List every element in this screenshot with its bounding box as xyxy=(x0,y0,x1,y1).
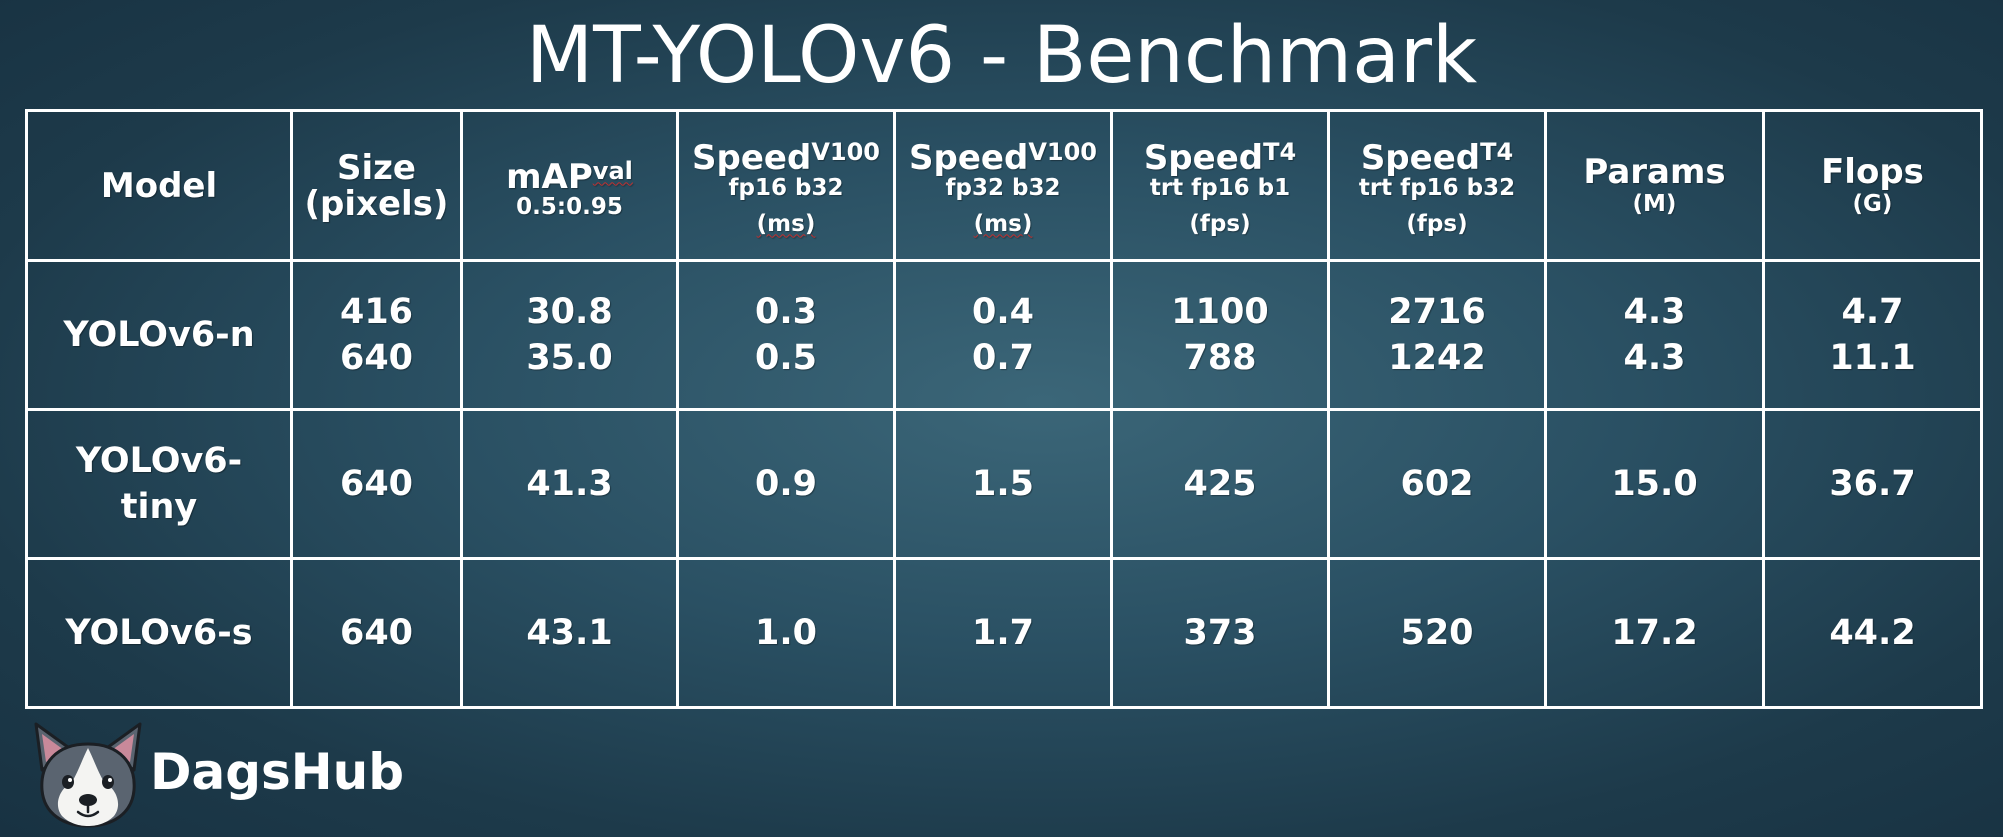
header-model: Model xyxy=(25,109,293,262)
table-cell: 373 xyxy=(1110,557,1330,709)
header-row: Model Size (pixels) mAPval 0.5:0.95 Spee… xyxy=(25,109,1983,262)
table-cell: 640 xyxy=(290,408,463,560)
header-speed-t4-b1: SpeedT4 trt fp16 b1 (fps) xyxy=(1110,109,1330,262)
table-cell: 416 640 xyxy=(290,259,463,411)
table-row: YOLOv6-s 640 43.1 1.0 1.7 373 520 17.2 4… xyxy=(25,557,1983,709)
table-row: YOLOv6- tiny 640 41.3 0.9 1.5 425 602 15.… xyxy=(25,408,1983,560)
table-cell: 1.5 xyxy=(893,408,1113,560)
table-cell: 520 xyxy=(1327,557,1547,709)
page-title: MT-YOLOv6 - Benchmark xyxy=(525,11,1478,101)
header-size: Size (pixels) xyxy=(290,109,463,262)
header-speed-t4-b32: SpeedT4 trt fp16 b32 (fps) xyxy=(1327,109,1547,262)
table-cell: 425 xyxy=(1110,408,1330,560)
table-cell: 2716 1242 xyxy=(1327,259,1547,411)
header-speed-v100-fp16: SpeedV100 fp16 b32 (ms) xyxy=(676,109,896,262)
header-flops: Flops (G) xyxy=(1762,109,1983,262)
table-cell: 4.3 4.3 xyxy=(1544,259,1765,411)
header-params: Params (M) xyxy=(1544,109,1765,262)
table-cell: 44.2 xyxy=(1762,557,1983,709)
benchmark-table: Model Size (pixels) mAPval 0.5:0.95 Spee… xyxy=(25,109,1983,709)
model-cell: YOLOv6-n xyxy=(25,259,293,411)
table-cell: 36.7 xyxy=(1762,408,1983,560)
table-cell: 4.7 11.1 xyxy=(1762,259,1983,411)
table-cell: 17.2 xyxy=(1544,557,1765,709)
table-row: YOLOv6-n 416 640 30.8 35.0 0.3 0.5 0.4 0.7 1… xyxy=(25,259,1983,411)
table-cell: 1.0 xyxy=(676,557,896,709)
table-cell: 30.8 35.0 xyxy=(460,259,679,411)
model-cell: YOLOv6-s xyxy=(25,557,293,709)
model-cell: YOLOv6- tiny xyxy=(25,408,293,560)
table-cell: 41.3 xyxy=(460,408,679,560)
table-cell: 15.0 xyxy=(1544,408,1765,560)
table-cell: 43.1 xyxy=(460,557,679,709)
table-cell: 0.9 xyxy=(676,408,896,560)
brand-name: DagsHub xyxy=(150,743,405,801)
table-cell: 602 xyxy=(1327,408,1547,560)
table-cell: 1.7 xyxy=(893,557,1113,709)
header-speed-v100-fp32: SpeedV100 fp32 b32 (ms) xyxy=(893,109,1113,262)
table-cell: 640 xyxy=(290,557,463,709)
header-map: mAPval 0.5:0.95 xyxy=(460,109,679,262)
dog-face-icon xyxy=(34,722,142,828)
table-cell: 0.4 0.7 xyxy=(893,259,1113,411)
table-cell: 0.3 0.5 xyxy=(676,259,896,411)
table-cell: 1100 788 xyxy=(1110,259,1330,411)
